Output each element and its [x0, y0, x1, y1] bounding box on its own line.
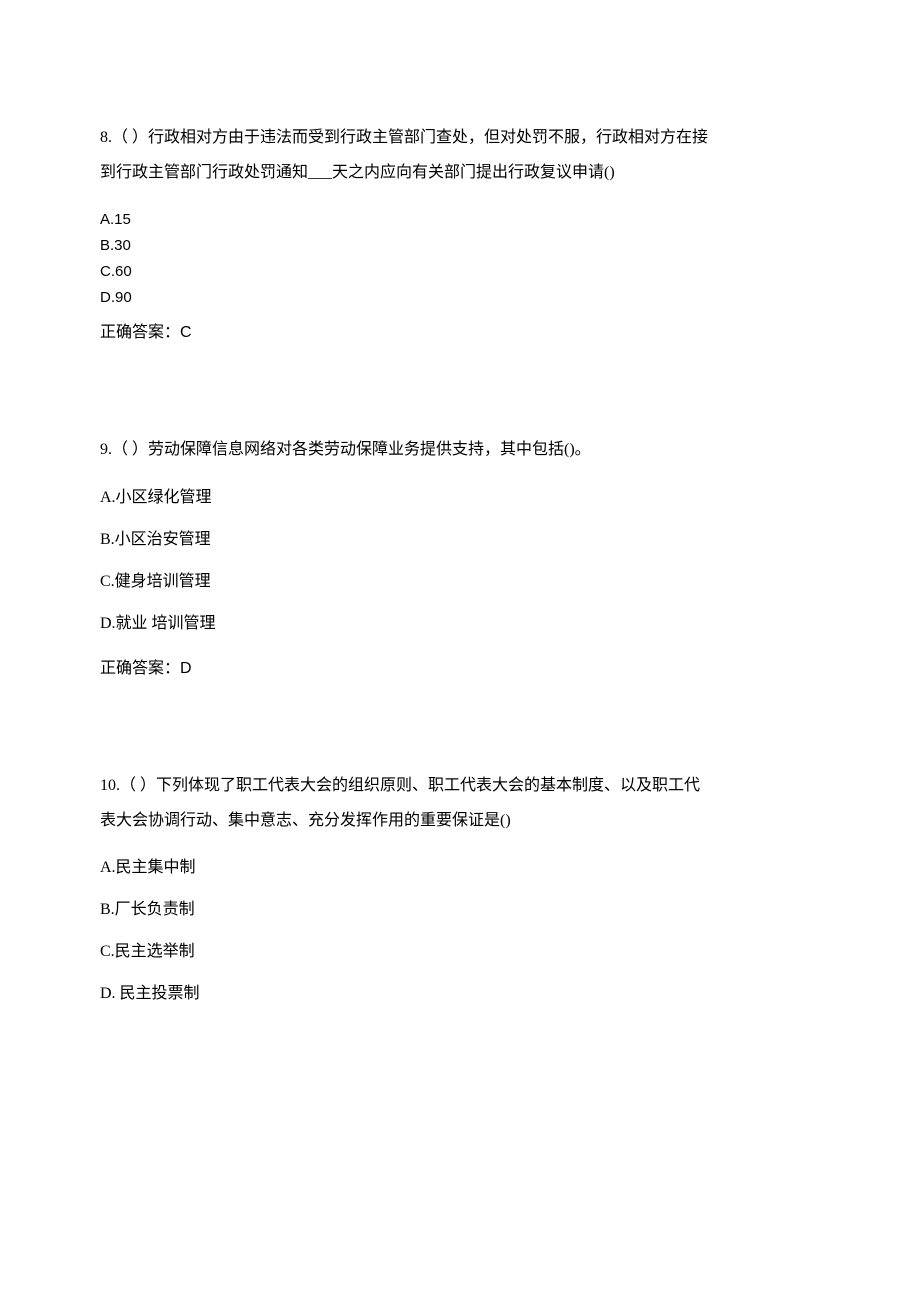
option-b: B.30 — [100, 234, 820, 259]
option-a: A.小区绿化管理 — [100, 486, 820, 510]
question-line1: 行政相对方由于违法而受到行政主管部门查处，但对处罚不服，行政相对方在接 — [148, 129, 708, 146]
question-9: 9.（ ）劳动保障信息网络对各类劳动保障业务提供支持，其中包括()。 A.小区绿… — [100, 432, 820, 677]
answer-label: 正确答案： — [100, 324, 180, 341]
option-c: C.民主选举制 — [100, 940, 820, 964]
option-b: B.厂长负责制 — [100, 898, 820, 922]
option-c: C.健身培训管理 — [100, 570, 820, 594]
question-text: 8.（ ）行政相对方由于违法而受到行政主管部门查处，但对处罚不服，行政相对方在接… — [100, 120, 820, 190]
option-d: D.90 — [100, 286, 820, 311]
question-marker: （ ） — [112, 441, 148, 458]
question-line2: 表大会协调行动、集中意志、充分发挥作用的重要保证是() — [100, 812, 511, 829]
option-a: A.民主集中制 — [100, 856, 820, 880]
options-list: A.15 B.30 C.60 D.90 — [100, 208, 820, 310]
question-line2: 到行政主管部门行政处罚通知___天之内应向有关部门提出行政复议申请() — [100, 164, 615, 181]
answer-value: D — [180, 660, 192, 677]
option-c: C.60 — [100, 260, 820, 285]
option-b: B.小区治安管理 — [100, 528, 820, 552]
question-line1: 劳动保障信息网络对各类劳动保障业务提供支持，其中包括()。 — [148, 441, 591, 458]
question-line1: 下列体现了职工代表大会的组织原则、职工代表大会的基本制度、以及职工代 — [156, 777, 700, 794]
answer-value: C — [180, 324, 192, 341]
question-text: 10.（ ）下列体现了职工代表大会的组织原则、职工代表大会的基本制度、以及职工代… — [100, 768, 820, 838]
question-8: 8.（ ）行政相对方由于违法而受到行政主管部门查处，但对处罚不服，行政相对方在接… — [100, 120, 820, 342]
question-marker: （ ） — [120, 777, 156, 794]
option-a: A.15 — [100, 208, 820, 233]
options-list: A.小区绿化管理 B.小区治安管理 C.健身培训管理 D.就业 培训管理 — [100, 486, 820, 636]
question-10: 10.（ ）下列体现了职工代表大会的组织原则、职工代表大会的基本制度、以及职工代… — [100, 768, 820, 1006]
answer: 正确答案：D — [100, 654, 820, 678]
option-d: D. 民主投票制 — [100, 982, 820, 1006]
question-number: 9. — [100, 441, 112, 458]
answer-label: 正确答案： — [100, 660, 180, 677]
answer: 正确答案：C — [100, 318, 820, 342]
question-marker: （ ） — [112, 129, 148, 146]
question-number: 8. — [100, 129, 112, 146]
options-list: A.民主集中制 B.厂长负责制 C.民主选举制 D. 民主投票制 — [100, 856, 820, 1006]
question-text: 9.（ ）劳动保障信息网络对各类劳动保障业务提供支持，其中包括()。 — [100, 432, 820, 467]
option-d: D.就业 培训管理 — [100, 612, 820, 636]
question-number: 10. — [100, 777, 120, 794]
